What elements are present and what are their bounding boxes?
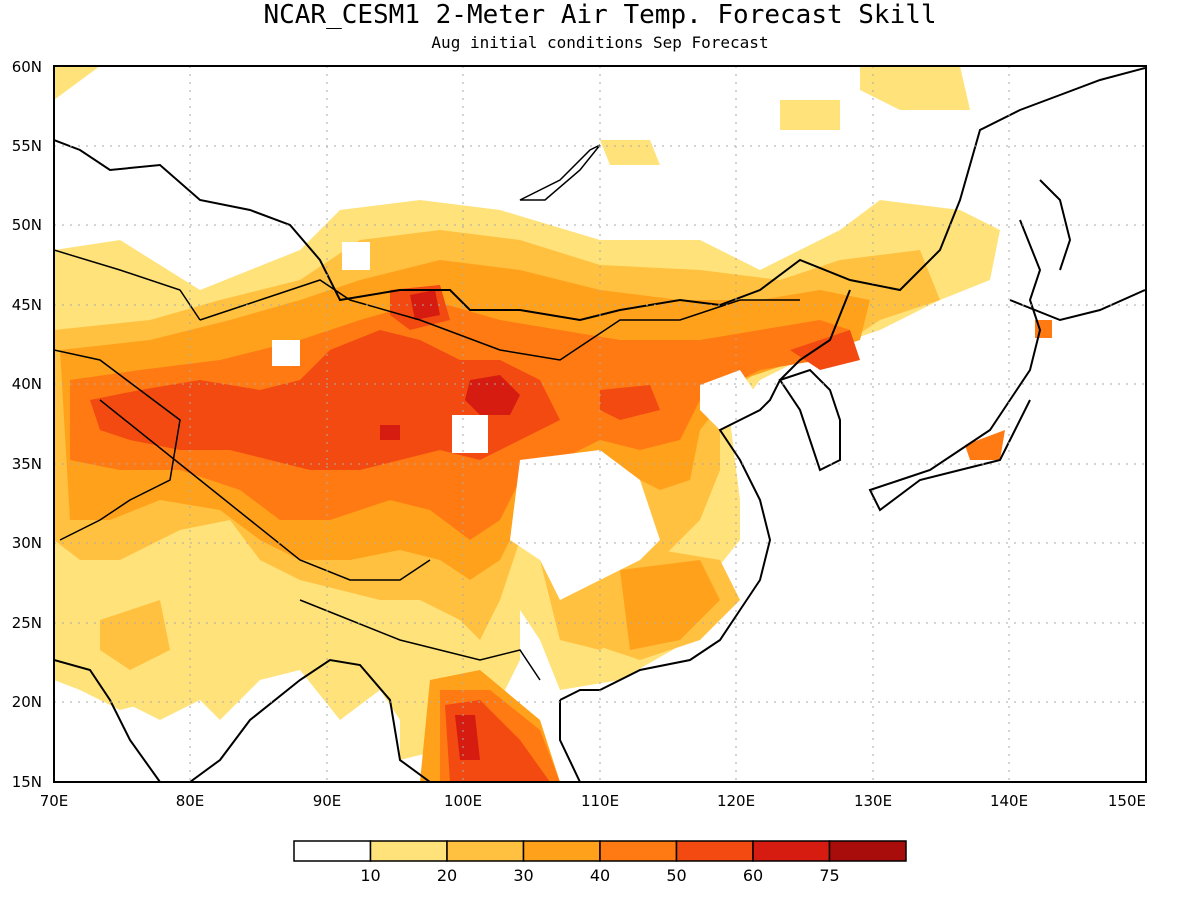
lat-tick-label: 30N	[12, 534, 42, 552]
coastline-japan	[868, 219, 1042, 512]
colorbar-level-label: 10	[360, 866, 380, 885]
skill-region-30-40-se	[620, 560, 720, 650]
border-sea	[299, 599, 541, 681]
skill-shading	[54, 66, 1052, 782]
lat-tick-label: 35N	[12, 455, 42, 473]
lat-tick-label: 15N	[12, 773, 42, 791]
lat-tick-label: 25N	[12, 614, 42, 632]
lat-tick-label: 20N	[12, 693, 42, 711]
skill-region-10-20-n	[780, 100, 840, 130]
colorbar-level-label: 50	[666, 866, 686, 885]
lon-tick-label: 140E	[990, 792, 1028, 810]
map-frame	[53, 65, 1147, 783]
skill-region-60-75-b	[410, 290, 440, 320]
lon-tick-label: 70E	[40, 792, 69, 810]
colorbar-swatch	[446, 840, 525, 862]
coastline-korea	[778, 368, 841, 472]
skill-region-10-20-nw	[54, 66, 100, 100]
skill-hole	[510, 450, 660, 600]
grid-lines	[54, 66, 1146, 782]
colorbar-level-label: 60	[743, 866, 763, 885]
colorbar-swatch	[828, 840, 907, 862]
skill-region-60-75-c	[455, 715, 480, 760]
skill-hole-4	[452, 415, 488, 453]
colorbar-swatch	[369, 840, 448, 862]
skill-region-50-60-chn	[600, 385, 660, 420]
coastline-india	[54, 659, 161, 782]
colorbar-swatch	[522, 840, 601, 862]
coastline-sakhalin	[1039, 179, 1072, 271]
colorbar-level-label: 20	[437, 866, 457, 885]
skill-region-10-20-pole	[600, 140, 660, 165]
colorbar: 10 20 30 40 50 60 75	[293, 840, 907, 885]
lon-tick-label: 80E	[176, 792, 205, 810]
lat-tick-label: 55N	[12, 137, 42, 155]
border-tibet	[99, 399, 431, 581]
lat-tick-label: 40N	[12, 375, 42, 393]
coastline-hokkaido	[1009, 289, 1146, 322]
colorbar-swatch	[752, 840, 831, 862]
lon-tick-label: 120E	[717, 792, 755, 810]
colorbar-level-label: 30	[513, 866, 533, 885]
coastline-sea	[559, 700, 581, 782]
skill-region-50-60	[90, 330, 560, 470]
skill-region-60-75-d	[380, 425, 400, 440]
colorbar-swatch	[599, 840, 678, 862]
skill-hole-2	[700, 370, 760, 430]
lon-tick-label: 130E	[854, 792, 892, 810]
lat-tick-labels: 15N 20N 25N 30N 35N 40N 45N 50N 55N 60N	[12, 58, 42, 791]
skill-region-60-75	[465, 375, 520, 415]
skill-region-40-50-jp	[965, 430, 1005, 460]
lat-tick-label: 45N	[12, 296, 42, 314]
map-title: NCAR_CESM1 2-Meter Air Temp. Forecast Sk…	[263, 0, 937, 30]
lon-tick-label: 150E	[1108, 792, 1146, 810]
lat-tick-label: 50N	[12, 216, 42, 234]
lon-tick-label: 100E	[444, 792, 482, 810]
skill-hole-3	[272, 340, 300, 366]
lon-tick-label: 110E	[581, 792, 619, 810]
lake-baikal	[519, 144, 601, 201]
colorbar-swatch	[675, 840, 754, 862]
coastline-bay	[189, 658, 431, 782]
map-subtitle: Aug initial conditions Sep Forecast	[431, 33, 769, 52]
colorbar-level-label: 40	[590, 866, 610, 885]
skill-region-10-20-ne	[860, 66, 970, 110]
border-mongolia	[199, 279, 800, 361]
lat-tick-label: 60N	[12, 58, 42, 76]
colorbar-swatch	[293, 840, 372, 862]
colorbar-level-label: 75	[819, 866, 839, 885]
border-west	[54, 349, 181, 541]
skill-hole-5	[342, 242, 370, 270]
lon-tick-label: 90E	[313, 792, 342, 810]
skill-region-20-30-ind	[100, 600, 170, 670]
coastlines	[54, 67, 1146, 782]
lon-tick-labels: 70E 80E 90E 100E 110E 120E 130E 140E 150…	[40, 792, 1146, 810]
skill-region-50-60-kor	[790, 330, 860, 370]
